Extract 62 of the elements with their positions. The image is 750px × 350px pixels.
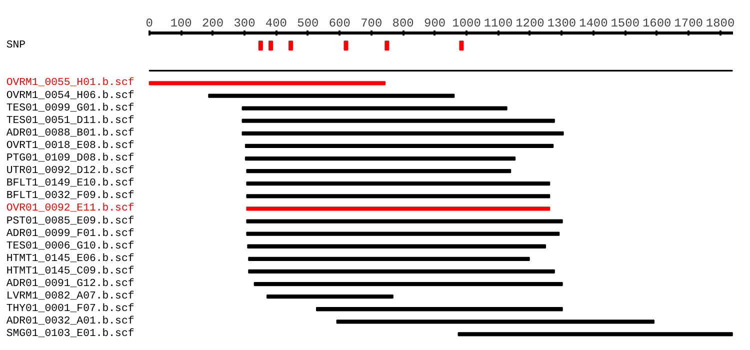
y-tick-label: PTG01_0109_D08.b.scf (6, 152, 134, 165)
x-tick-label: 1400 (579, 16, 608, 30)
y-tick-label: OVRM1_0055_H01.b.scf (6, 77, 134, 90)
bar (242, 106, 508, 110)
y-tick-label: ADR01_0088_B01.b.scf (6, 127, 134, 140)
x-tick-label: 1600 (642, 16, 672, 30)
x-tick-label: 300 (234, 16, 256, 30)
y-tick-label: ADR01_0032_A01.b.scf (6, 316, 134, 328)
bar (208, 94, 455, 98)
y-tick-label: SMG01_0103_E01.b.scf (6, 328, 134, 340)
x-tick-label: 400 (265, 16, 288, 30)
x-tick-label: 1100 (484, 16, 513, 30)
bar (246, 182, 550, 186)
y-tick-label: BFLT1_0149_E10.b.scf (6, 178, 134, 190)
y-tick-label: TES01_0099_G01.b.scf (6, 102, 134, 114)
x-tick-label: 200 (202, 16, 224, 30)
x-tick-label: 1700 (674, 16, 703, 30)
y-tick-label: HTMT1_0145_E06.b.scf (6, 252, 134, 265)
y-tick-label: THY01_0001_F07.b.scf (6, 303, 134, 316)
y-tick-label: BFLT1_0032_F09.b.scf (6, 190, 134, 202)
y-tick-label: SNP (6, 40, 26, 52)
bar (148, 81, 386, 86)
bar (242, 131, 564, 136)
bar (244, 156, 516, 161)
y-tick-label: ADR01_0099_F01.b.scf (6, 228, 134, 240)
x-tick-label: 1500 (610, 16, 640, 30)
bar (246, 232, 560, 236)
bar (266, 294, 394, 299)
bar (316, 307, 563, 312)
bar (247, 244, 546, 248)
x-tick-label: 100 (170, 16, 192, 30)
bar (254, 282, 563, 286)
x-tick-label: 1000 (452, 16, 481, 30)
bar (244, 144, 554, 148)
y-tick-label: TES01_0006_G10.b.scf (6, 240, 134, 252)
bar (242, 118, 555, 123)
y-tick-label: LVRM1_0082_A07.b.scf (6, 290, 134, 303)
bar (248, 269, 555, 274)
bar (246, 194, 550, 198)
x-tick-label: 1300 (547, 16, 576, 30)
y-tick-label: OVR01_0092_E11.b.scf (6, 202, 134, 215)
y-tick-label: HTMT1_0145_C09.b.scf (6, 265, 134, 278)
x-tick-label: 500 (297, 16, 319, 30)
bar (248, 256, 530, 261)
x-tick-label: 900 (424, 16, 446, 30)
x-tick-label: 800 (392, 16, 414, 30)
x-tick-label: 1800 (706, 16, 735, 30)
x-tick-label: 700 (360, 16, 382, 30)
x-tick-label: 600 (328, 16, 350, 30)
x-tick-label: 1200 (516, 16, 544, 30)
bar (336, 320, 655, 324)
y-tick-label: TES01_0051_D11.b.scf (6, 114, 134, 127)
y-tick-label: PST01_0085_E09.b.scf (6, 215, 134, 228)
y-tick-label: UTR01_0092_D12.b.scf (6, 165, 134, 178)
y-tick-label: OVRT1_0018_E08.b.scf (6, 140, 134, 152)
bar (246, 169, 512, 174)
y-tick-label: OVRM1_0054_H06.b.scf (6, 90, 134, 102)
y-tick-label: ADR01_0091_G12.b.scf (6, 278, 134, 290)
bar (246, 206, 550, 211)
x-tick-label: 0 (146, 16, 153, 30)
bar (246, 219, 563, 224)
bar (458, 332, 733, 336)
